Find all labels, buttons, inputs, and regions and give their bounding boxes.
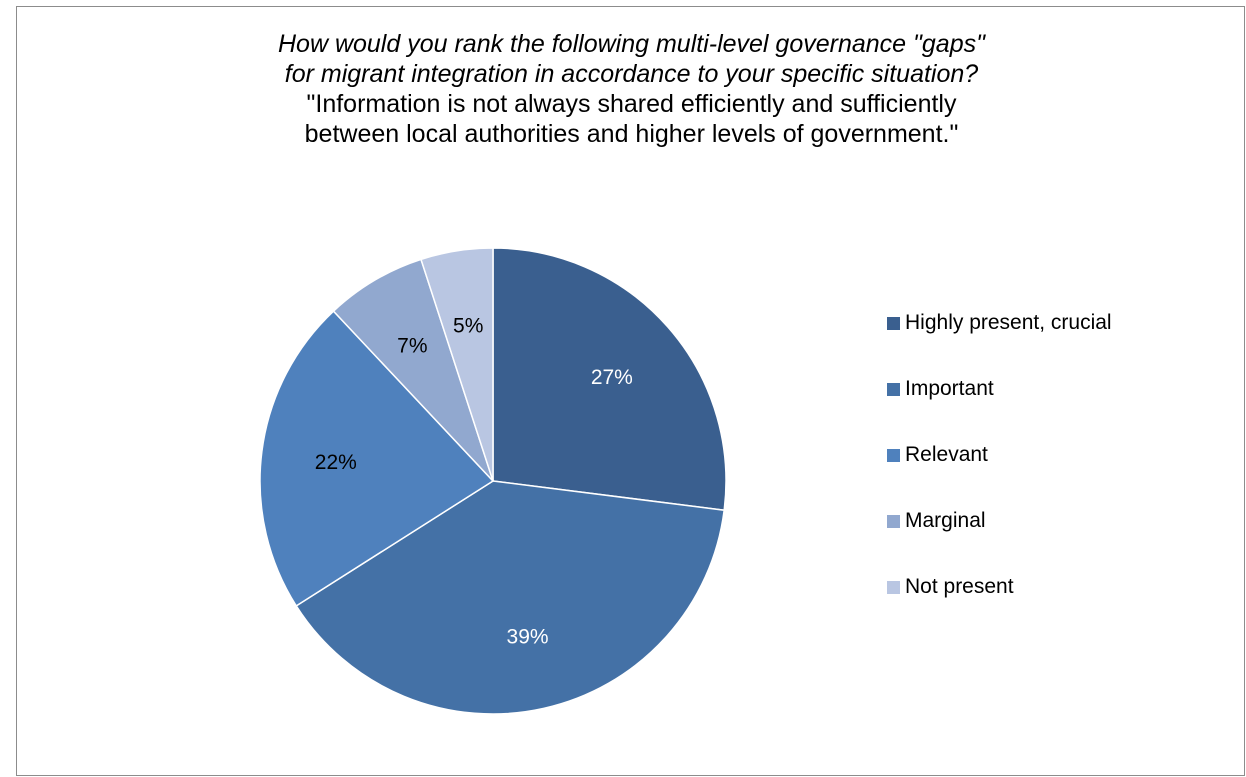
data-label-not-present: 5% (453, 315, 483, 338)
title-line-2: for migrant integration in accordance to… (284, 60, 979, 88)
data-label-important: 39% (507, 626, 549, 649)
legend-item-marginal: Marginal (887, 509, 1112, 532)
legend: Highly present, crucial Important Releva… (887, 311, 1112, 642)
legend-label: Relevant (905, 443, 988, 466)
chart-area: How would you rank the following multi-l… (16, 6, 1245, 776)
legend-item-relevant: Relevant (887, 443, 1112, 466)
legend-item-highly-present: Highly present, crucial (887, 311, 1112, 334)
chart-title: How would you rank the following multi-l… (17, 29, 1246, 149)
legend-swatch (887, 580, 900, 594)
pie-slice-relevant (259, 310, 495, 607)
legend-swatch (887, 316, 900, 330)
legend-swatch (887, 448, 900, 462)
pie-slice-important (295, 480, 726, 715)
legend-label: Not present (905, 575, 1014, 598)
subtitle-line-2: between local authorities and higher lev… (304, 120, 959, 148)
legend-label: Highly present, crucial (905, 311, 1112, 334)
legend-swatch (887, 382, 900, 396)
data-label-marginal: 7% (397, 335, 427, 358)
legend-label: Important (905, 377, 994, 400)
pie-slice-not-present (420, 247, 494, 482)
title-line-1: How would you rank the following multi-l… (277, 30, 985, 58)
legend-item-not-present: Not present (887, 575, 1112, 598)
data-label-highly-present: 27% (591, 366, 633, 389)
subtitle-line-1: "Information is not always shared effici… (306, 90, 957, 118)
legend-swatch (887, 514, 900, 528)
pie-slice-marginal (332, 258, 494, 482)
data-label-relevant: 22% (315, 451, 357, 474)
legend-label: Marginal (905, 509, 986, 532)
legend-item-important: Important (887, 377, 1112, 400)
pie-chart: 27% 39% 22% 7% 5% (259, 247, 727, 715)
pie-slice-highly-present (492, 247, 727, 512)
